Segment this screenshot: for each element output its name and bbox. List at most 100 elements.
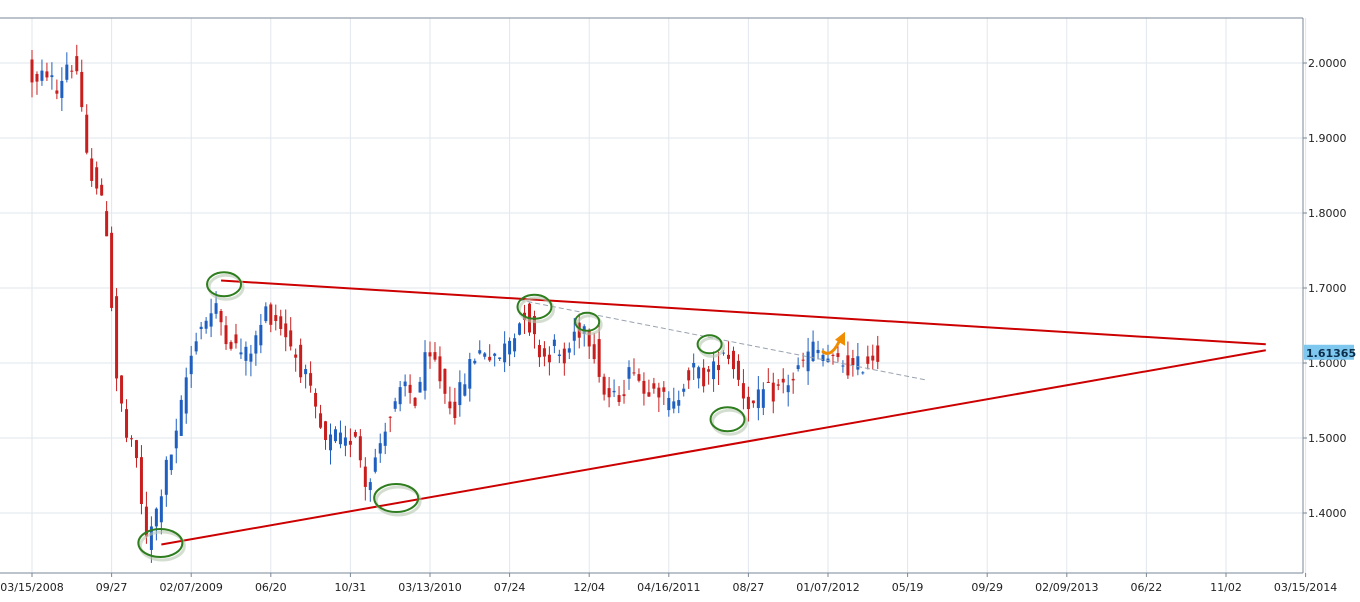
highlight-circle-shadow <box>711 408 749 436</box>
candle-body <box>353 432 357 437</box>
candle-body <box>722 352 726 354</box>
candle-body <box>866 356 870 364</box>
candle-body <box>60 80 64 98</box>
candle-body <box>458 382 462 406</box>
x-tick-label: 03/15/2014 <box>1274 581 1337 594</box>
candle-body <box>637 374 641 381</box>
candle-body <box>801 359 805 361</box>
candle-body <box>40 70 44 81</box>
candle-body <box>159 496 163 523</box>
candle-body <box>751 400 755 404</box>
candle-body <box>672 401 676 409</box>
candle-body <box>239 352 243 355</box>
x-tick-label: 05/19 <box>892 581 924 594</box>
grid <box>0 18 1307 573</box>
candle-body <box>821 354 825 362</box>
candle-body <box>304 369 308 375</box>
candle-body <box>861 372 865 374</box>
candle-body <box>652 383 656 389</box>
candle-body <box>329 434 332 451</box>
candle-body <box>567 348 571 353</box>
candle-body <box>816 349 820 354</box>
candle-body <box>224 325 228 345</box>
candle-body <box>498 357 502 359</box>
candle-body <box>139 457 143 505</box>
candle-body <box>284 323 288 338</box>
candle-body <box>746 396 750 410</box>
candle-body <box>403 381 407 387</box>
candle-body <box>717 365 721 371</box>
candle-body <box>164 459 168 495</box>
candle-body <box>279 316 283 329</box>
candle-body <box>642 380 646 394</box>
candle-body <box>781 378 785 383</box>
x-axis-ticks: 03/15/2008 09/27 02/07/2009 06/20 10/31 03/13… <box>0 573 1337 594</box>
x-tick-label: 02/07/2009 <box>159 581 222 594</box>
candle-body <box>687 370 691 381</box>
candle-body <box>269 304 273 325</box>
candle-body <box>204 320 208 329</box>
candle-body <box>105 211 109 237</box>
candle-body <box>378 443 382 454</box>
candle-body <box>707 369 711 372</box>
candle-body <box>602 376 606 395</box>
candle-body <box>836 353 840 358</box>
candle-body <box>712 361 716 380</box>
resistance-trendline <box>220 279 1266 346</box>
highlight-circle <box>373 483 420 513</box>
candle-body <box>592 344 596 360</box>
y-tick-label: 1.9000 <box>1308 132 1347 145</box>
candle-body <box>607 388 611 398</box>
candle-body <box>144 506 148 537</box>
candle-body <box>398 387 402 405</box>
candle-body <box>264 306 268 322</box>
candle-body <box>552 339 556 346</box>
highlight-circle <box>696 334 723 355</box>
candle-body <box>756 389 760 409</box>
candle-body <box>189 355 193 375</box>
dashed-trendline <box>519 299 928 381</box>
candle-body <box>771 382 775 402</box>
candle-body <box>448 401 452 409</box>
candle-body <box>796 365 800 370</box>
highlight-circle-shadow <box>138 530 186 562</box>
candle-body <box>562 348 566 364</box>
highlight-circle <box>516 293 553 320</box>
candle-body <box>493 353 497 356</box>
candle-body <box>453 401 457 419</box>
candle-body <box>761 389 765 408</box>
highlight-circle <box>137 528 184 558</box>
candle-body <box>199 326 203 330</box>
candle-body <box>557 354 561 357</box>
candle-body <box>736 360 740 380</box>
candle-body <box>776 384 780 386</box>
x-tick-label: 01/07/2012 <box>796 581 859 594</box>
candles <box>30 44 880 563</box>
candle-body <box>418 381 422 393</box>
x-tick-label: 06/22 <box>1131 581 1163 594</box>
y-tick-label: 1.6000 <box>1308 357 1347 370</box>
highlight-circle <box>574 311 601 332</box>
highlight-circle-shadow <box>517 296 555 324</box>
x-tick-label: 10/31 <box>335 581 367 594</box>
candle-body <box>90 158 94 181</box>
x-tick-label: 07/24 <box>494 581 526 594</box>
candle-body <box>547 354 551 363</box>
candle-body <box>682 388 686 392</box>
breakout-arrow-head <box>835 331 846 346</box>
candle-body <box>169 454 173 471</box>
candle-body <box>702 367 706 387</box>
y-tick-label: 1.4000 <box>1308 507 1347 520</box>
candle-body <box>786 385 790 393</box>
candle-body <box>483 353 487 357</box>
last-price-label: 1.61365 <box>1306 347 1356 360</box>
candle-body <box>612 390 616 393</box>
x-tick-label: 03/15/2008 <box>0 581 63 594</box>
candle-body <box>219 311 223 323</box>
y-axis-ticks: 1.4000 1.5000 1.6000 1.7000 1.8000 1.9000 2.00… <box>1303 57 1347 520</box>
candle-body <box>513 338 517 352</box>
candle-body <box>45 71 49 78</box>
candle-body <box>473 360 477 364</box>
candle-body <box>433 352 437 360</box>
